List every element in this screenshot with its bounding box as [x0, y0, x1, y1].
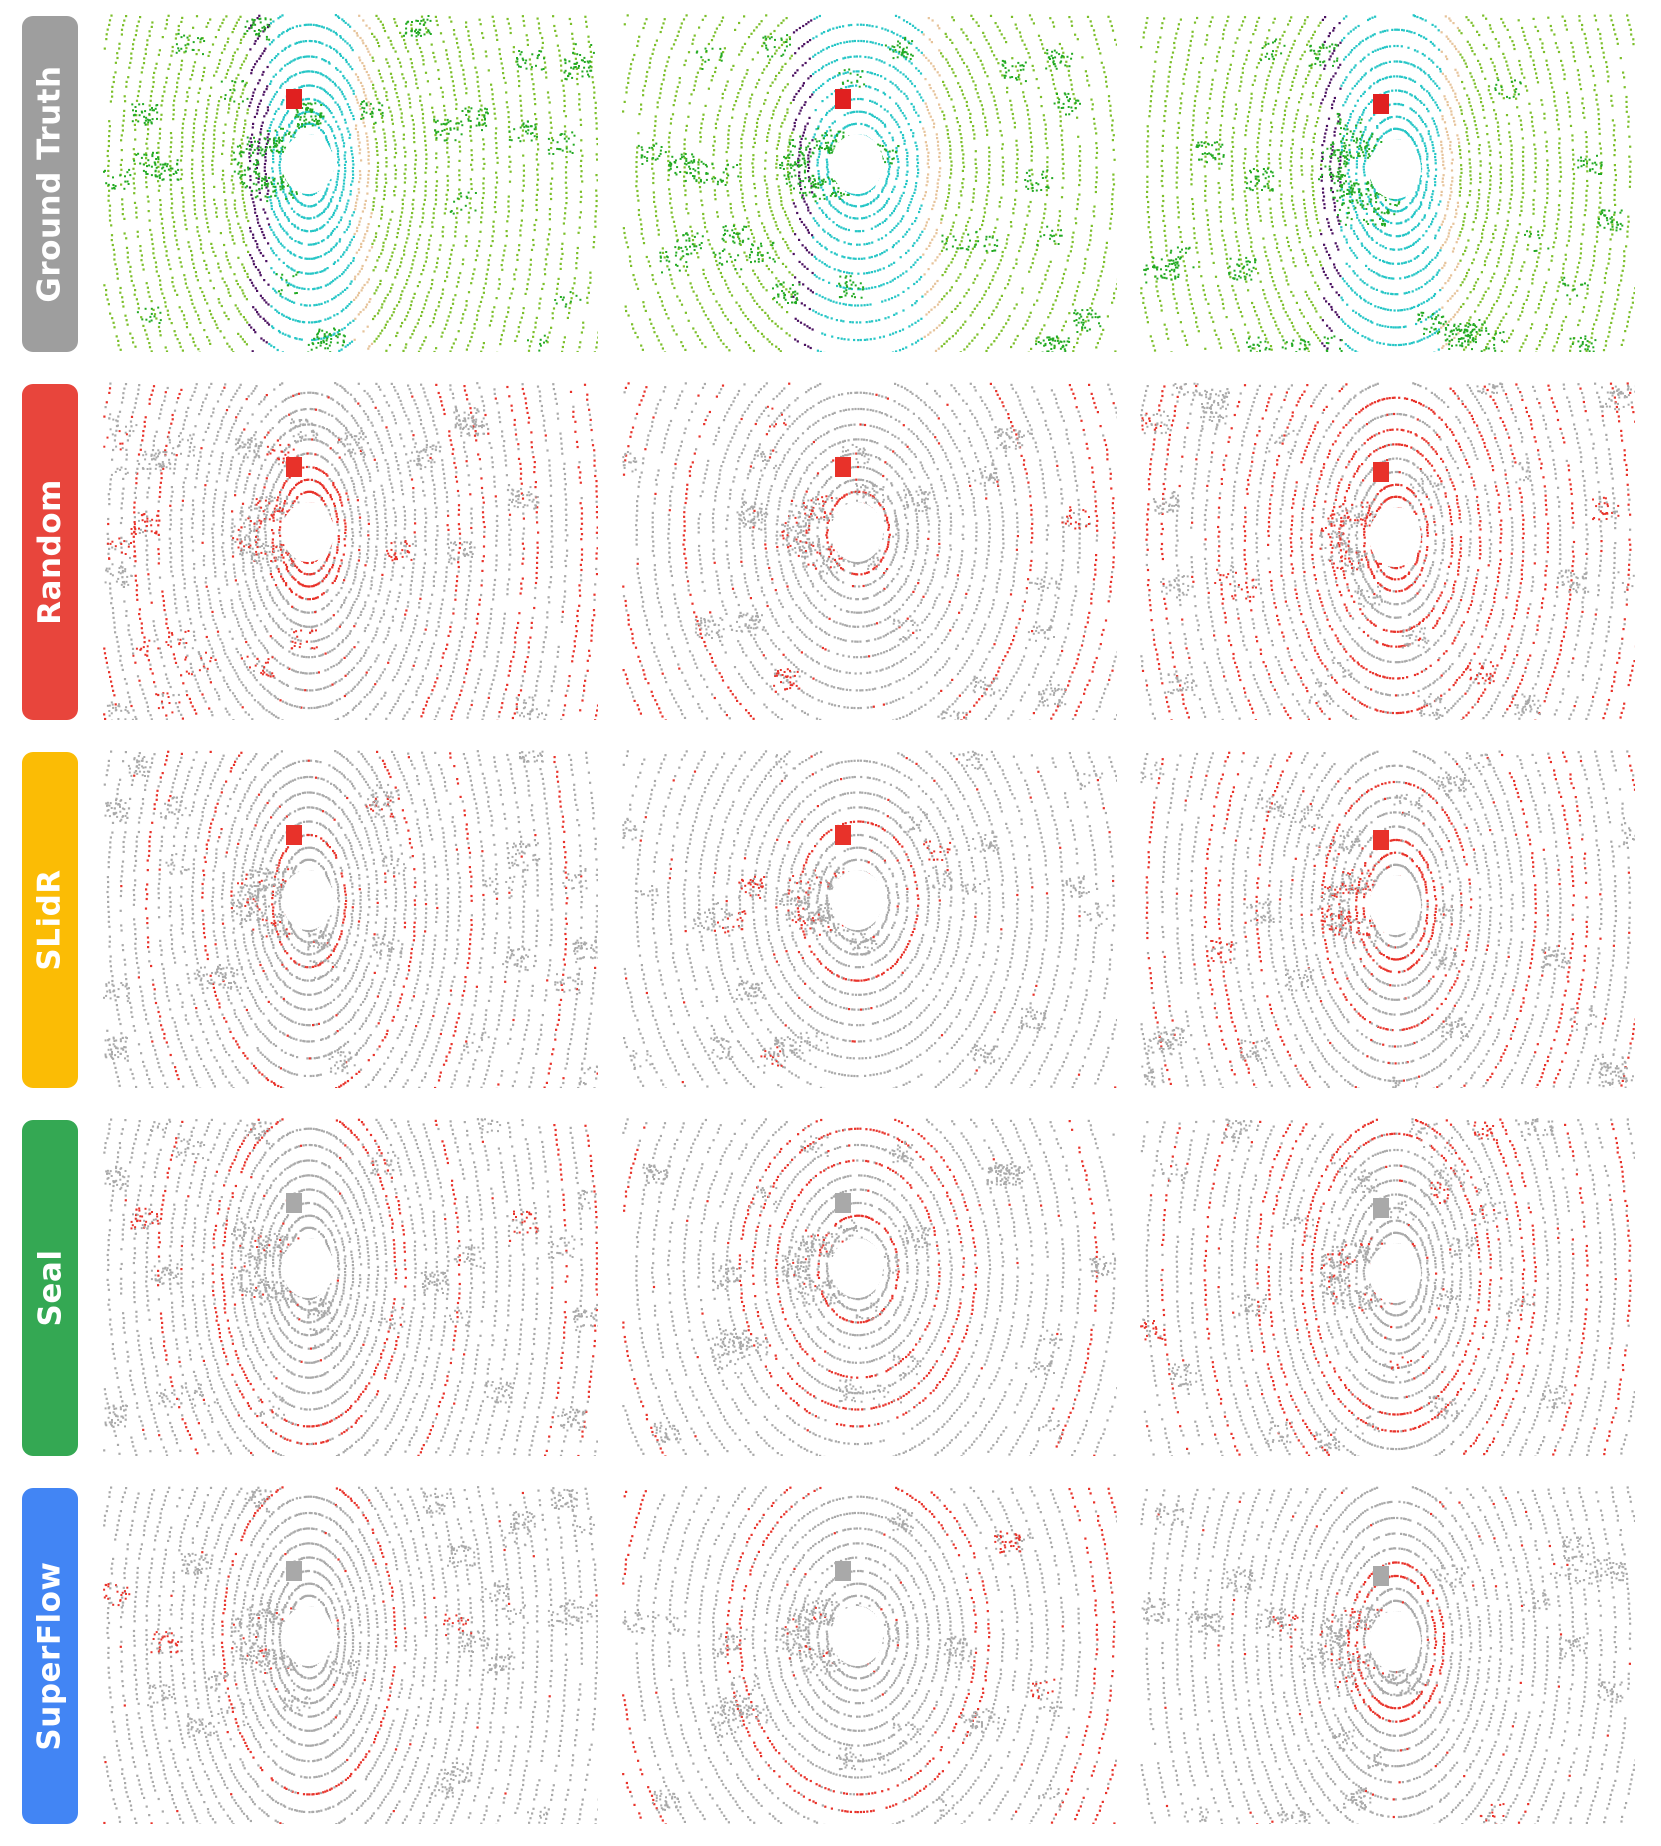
point-cloud	[103, 1486, 598, 1824]
lidar-panel	[622, 1118, 1117, 1456]
lidar-panel	[103, 382, 598, 720]
point-cloud	[622, 750, 1117, 1088]
lidar-panel	[103, 1118, 598, 1456]
lidar-panel	[622, 750, 1117, 1088]
row-random: Random	[0, 382, 1661, 722]
point-cloud	[103, 1118, 598, 1456]
lidar-panel	[1140, 750, 1635, 1088]
row-label-ground-truth: Ground Truth	[22, 16, 78, 352]
row-slidr: SLidR	[0, 750, 1661, 1090]
row-label-text: Ground Truth	[32, 65, 68, 302]
lidar-panel	[622, 1486, 1117, 1824]
point-cloud	[1140, 1486, 1635, 1824]
lidar-panel	[103, 1486, 598, 1824]
lidar-panel	[103, 14, 598, 352]
point-cloud	[1140, 382, 1635, 720]
row-label-text: Seal	[32, 1250, 68, 1327]
lidar-panel	[103, 750, 598, 1088]
point-cloud	[622, 14, 1117, 352]
point-cloud	[103, 382, 598, 720]
lidar-panel	[1140, 382, 1635, 720]
row-label-text: SuperFlow	[32, 1561, 68, 1750]
row-label-slidr: SLidR	[22, 752, 78, 1088]
row-seal: Seal	[0, 1118, 1661, 1458]
row-label-text: SLidR	[32, 869, 68, 970]
lidar-panel	[1140, 1486, 1635, 1824]
point-cloud	[1140, 14, 1635, 352]
lidar-panel	[1140, 1118, 1635, 1456]
row-label-superflow: SuperFlow	[22, 1488, 78, 1824]
point-cloud	[622, 1486, 1117, 1824]
point-cloud	[622, 1118, 1117, 1456]
point-cloud	[1140, 750, 1635, 1088]
lidar-panel	[622, 14, 1117, 352]
row-label-random: Random	[22, 384, 78, 720]
row-superflow: SuperFlow	[0, 1486, 1661, 1826]
point-cloud	[622, 382, 1117, 720]
point-cloud	[103, 750, 598, 1088]
lidar-panel	[1140, 14, 1635, 352]
row-label-seal: Seal	[22, 1120, 78, 1456]
row-label-text: Random	[32, 479, 68, 625]
point-cloud	[103, 14, 598, 352]
lidar-panel	[622, 382, 1117, 720]
row-ground-truth: Ground Truth	[0, 14, 1661, 354]
point-cloud	[1140, 1118, 1635, 1456]
